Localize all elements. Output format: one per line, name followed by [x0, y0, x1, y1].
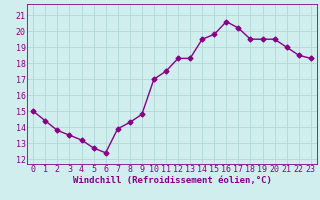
X-axis label: Windchill (Refroidissement éolien,°C): Windchill (Refroidissement éolien,°C)	[73, 176, 271, 185]
